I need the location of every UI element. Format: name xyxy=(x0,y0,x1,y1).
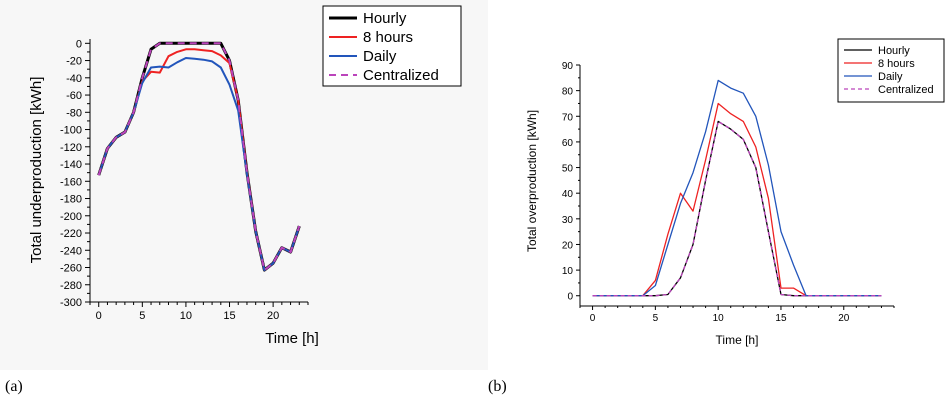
series-line-centralized xyxy=(97,42,301,272)
series-line-8-hours xyxy=(592,102,882,297)
x-tick-label: 5 xyxy=(653,313,659,324)
series-line-hourly xyxy=(592,120,882,297)
overproduction-chart: 0 10 20 30 40 50 60 70 80 90 0 5 10 15 20 Time [h] Tot… xyxy=(525,38,945,347)
legend-label: Daily xyxy=(878,71,903,83)
chart-a-legend: Hourly 8 hours Daily Centralized xyxy=(322,5,462,87)
y-tick-label: -120 xyxy=(60,142,82,154)
y-tick-label: -40 xyxy=(66,73,82,85)
y-tick-label: 30 xyxy=(562,215,574,226)
series-line-daily xyxy=(592,79,882,297)
x-tick-label: 15 xyxy=(775,313,787,324)
chart-a-axes: 0 -20 -40 -60 -80 -100 -120 -140 -160 -180 -200 -22… xyxy=(60,38,309,322)
y-tick-label: -20 xyxy=(66,56,82,68)
y-tick-label: -220 xyxy=(60,228,82,240)
legend-label: Daily xyxy=(363,48,397,65)
x-tick-label: 5 xyxy=(139,310,145,322)
y-tick-label: -140 xyxy=(60,159,82,171)
x-tick-label: 10 xyxy=(713,313,725,324)
y-tick-label: -300 xyxy=(60,297,82,309)
y-tick-label: -200 xyxy=(60,211,82,223)
y-tick-label: -100 xyxy=(60,125,82,137)
y-tick-label: -280 xyxy=(60,280,82,292)
y-tick-label: 40 xyxy=(562,189,574,200)
y-tick-label: -80 xyxy=(66,107,82,119)
y-tick-label: -240 xyxy=(60,245,82,257)
x-tick-label: 20 xyxy=(838,313,850,324)
y-tick-label: 70 xyxy=(562,112,574,123)
chart-a-xlabel: Time [h] xyxy=(265,330,319,347)
legend-label: Centralized xyxy=(363,67,439,84)
panel-b-label: (b) xyxy=(488,378,507,395)
legend-label: Hourly xyxy=(878,45,910,57)
legend-label: Centralized xyxy=(878,84,934,96)
y-tick-label: 60 xyxy=(562,138,574,149)
y-tick-label: 20 xyxy=(562,240,574,251)
legend-label: 8 hours xyxy=(363,29,413,46)
legend-label: 8 hours xyxy=(878,58,915,70)
y-tick-label: 0 xyxy=(567,292,573,303)
chart-a-ylabel: Total underproduction [kWh] xyxy=(28,77,45,264)
chart-a-series xyxy=(97,41,301,272)
chart-b-axes: 0 10 20 30 40 50 60 70 80 90 0 5 10 15 20 xyxy=(562,61,895,324)
y-tick-label: 80 xyxy=(562,87,574,98)
y-tick-label: -160 xyxy=(60,176,82,188)
chart-b-ylabel: Total overproduction [kWh] xyxy=(525,110,539,252)
series-line-centralized xyxy=(592,120,882,297)
legend-label: Hourly xyxy=(363,10,407,27)
y-tick-label: 10 xyxy=(562,266,574,277)
y-tick-label: 50 xyxy=(562,164,574,175)
chart-b-xlabel: Time [h] xyxy=(716,333,759,347)
x-tick-label: 10 xyxy=(180,310,192,322)
x-tick-label: 15 xyxy=(223,310,235,322)
chart-b-series xyxy=(592,79,882,297)
x-tick-label: 0 xyxy=(96,310,102,322)
x-tick-label: 0 xyxy=(590,313,596,324)
y-tick-label: -180 xyxy=(60,194,82,206)
underproduction-chart: 0 -20 -40 -60 -80 -100 -120 -140 -160 -180 -200 -22… xyxy=(0,0,488,370)
y-tick-label: 90 xyxy=(562,61,574,72)
y-tick-label: -60 xyxy=(66,90,82,102)
y-tick-label: -260 xyxy=(60,263,82,275)
y-tick-label: 0 xyxy=(76,38,82,50)
panel-a-label: (a) xyxy=(5,378,23,395)
x-tick-label: 20 xyxy=(267,310,279,322)
